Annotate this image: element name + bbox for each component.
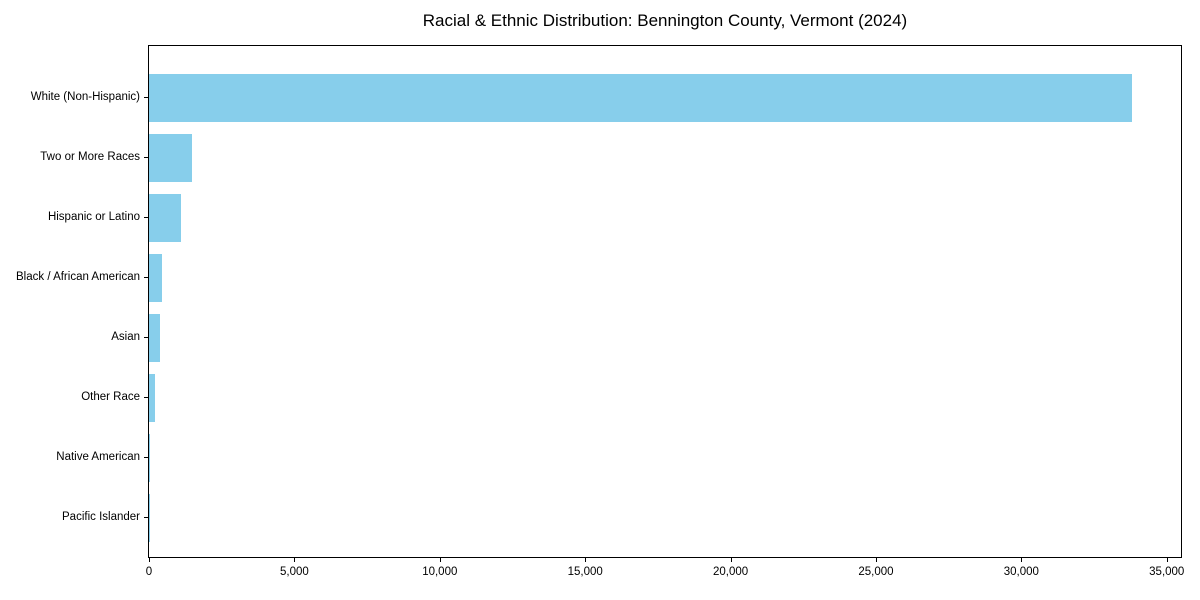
x-tick-label: 5,000 [280, 566, 309, 578]
category-label: Black / African American [16, 271, 140, 283]
x-tick-label: 0 [145, 566, 153, 578]
y-axis-tick [144, 277, 148, 278]
x-axis-tick [294, 558, 296, 562]
plot-area [148, 45, 1182, 558]
x-axis-tick [439, 558, 441, 562]
x-tick-label: 35,000 [1149, 566, 1185, 578]
y-axis-tick [144, 217, 148, 218]
category-label: Other Race [81, 391, 140, 403]
y-axis-tick [144, 517, 148, 518]
x-tick-label: 25,000 [858, 566, 894, 578]
bar [149, 374, 155, 422]
y-axis-tick [144, 397, 148, 398]
bar [149, 314, 160, 362]
y-axis-tick [144, 457, 148, 458]
x-tick-label: 30,000 [1003, 566, 1039, 578]
x-tick-label: 15,000 [567, 566, 603, 578]
x-axis-tick [149, 558, 150, 562]
x-axis-tick [1021, 558, 1023, 562]
chart-title: Racial & Ethnic Distribution: Bennington… [422, 11, 908, 30]
x-tick-label: 10,000 [422, 566, 458, 578]
bar [149, 74, 1132, 122]
category-label: Pacific Islander [62, 511, 140, 523]
bar [149, 254, 162, 302]
category-label: Asian [111, 331, 140, 343]
y-axis-tick [144, 97, 148, 98]
x-axis-tick [875, 558, 877, 562]
category-label: Native American [56, 451, 140, 463]
category-label: Two or More Races [40, 151, 140, 163]
y-axis-tick [144, 157, 148, 158]
bar [149, 134, 192, 182]
x-axis-tick [730, 558, 732, 562]
x-axis-tick [1166, 558, 1168, 562]
category-label: Hispanic or Latino [47, 211, 140, 223]
y-axis-tick [144, 337, 148, 338]
bar [149, 194, 181, 242]
bar [149, 434, 151, 482]
x-axis-tick [585, 558, 587, 562]
x-tick-label: 20,000 [712, 566, 749, 578]
category-label: White (Non-Hispanic) [30, 91, 140, 103]
